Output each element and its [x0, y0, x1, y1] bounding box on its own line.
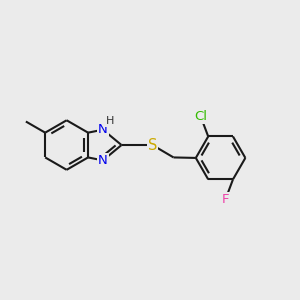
Text: H: H [106, 116, 114, 126]
Text: Cl: Cl [194, 110, 207, 123]
Text: F: F [222, 193, 229, 206]
Text: S: S [148, 137, 157, 152]
Text: N: N [98, 154, 108, 167]
Text: N: N [98, 123, 108, 136]
